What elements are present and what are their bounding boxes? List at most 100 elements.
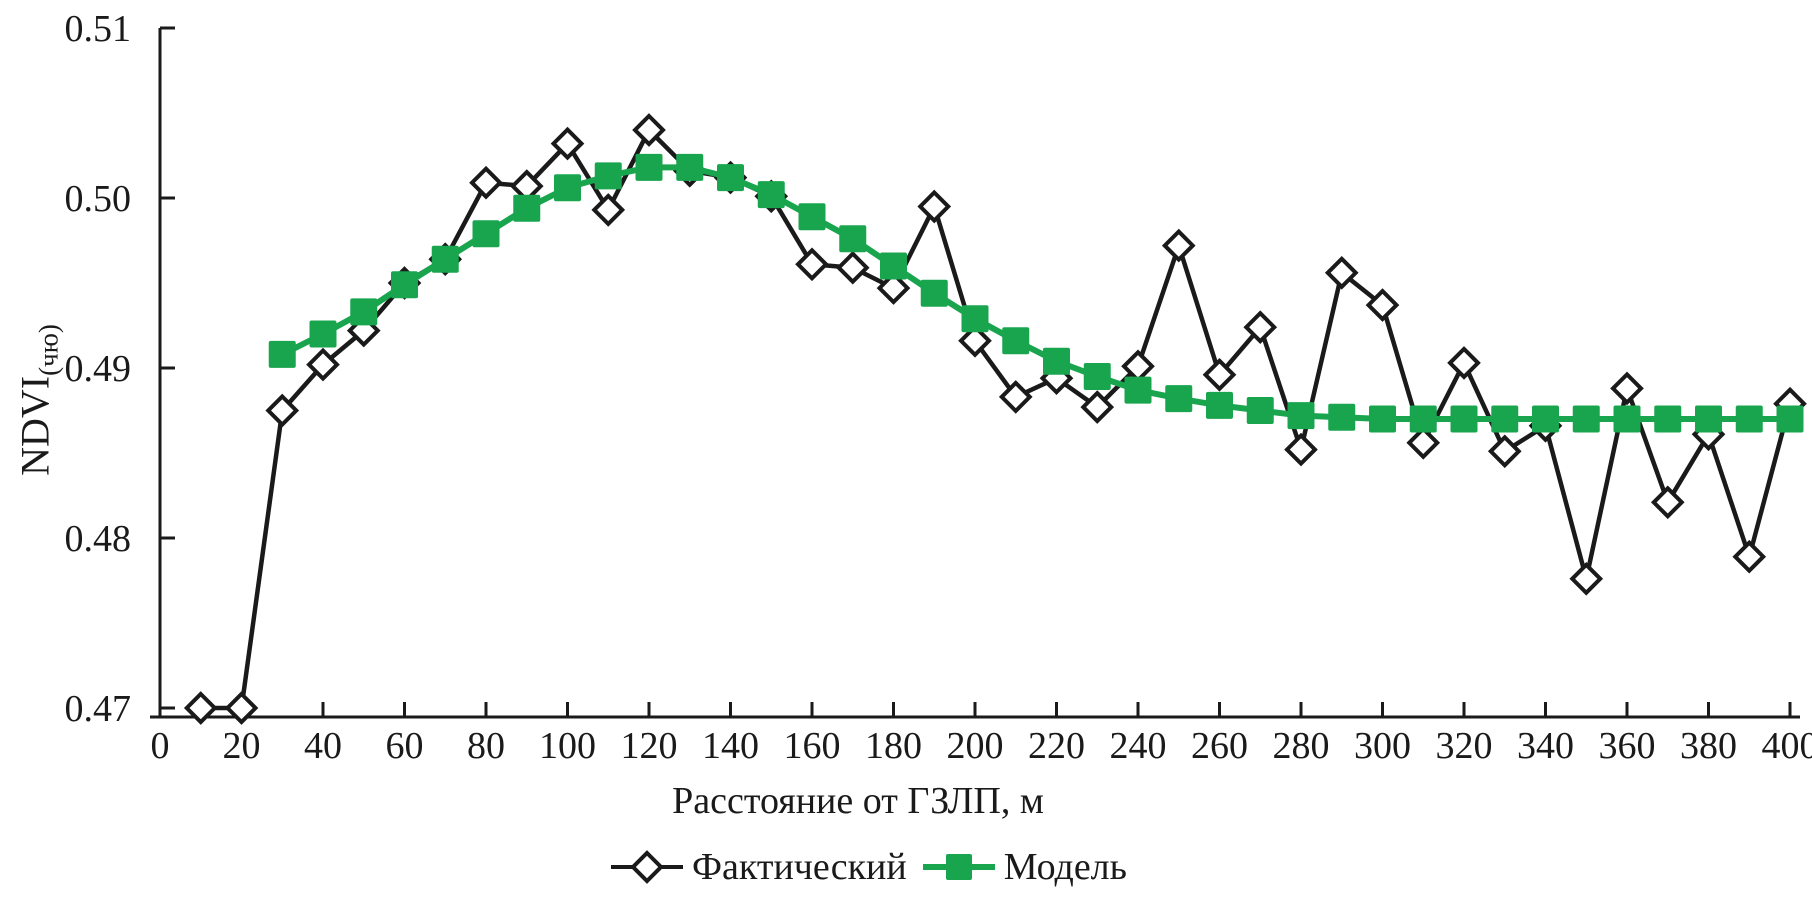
data-point-diamond <box>224 691 259 725</box>
data-point-diamond <box>1161 228 1196 263</box>
data-point-square <box>1246 397 1274 424</box>
data-point-square <box>1695 405 1722 433</box>
x-tick-label: 240 <box>1110 725 1167 767</box>
data-point-square <box>1043 347 1070 375</box>
data-point-square <box>1328 403 1356 431</box>
x-tick-label: 400 <box>1762 725 1812 767</box>
data-point-square <box>1083 363 1111 390</box>
data-point-square <box>1654 405 1682 433</box>
y-axis-title: NDVI(чю) <box>12 324 65 476</box>
data-point-square <box>1287 402 1315 430</box>
x-tick-label: 120 <box>621 725 678 767</box>
data-point-square <box>880 252 907 280</box>
data-point-diamond <box>1365 288 1400 322</box>
x-tick-label: 340 <box>1517 725 1574 767</box>
y-tick-label: 0.51 <box>65 8 132 50</box>
data-point-square <box>839 225 867 253</box>
x-tick-label: 140 <box>702 725 759 767</box>
data-point-diamond <box>591 193 626 227</box>
data-point-diamond <box>1284 432 1318 467</box>
data-point-square <box>635 153 663 181</box>
data-point-diamond <box>958 323 992 358</box>
data-point-square <box>961 305 989 333</box>
x-tick-label: 60 <box>386 725 424 767</box>
data-point-diamond <box>632 113 666 147</box>
data-point-square <box>1206 391 1233 419</box>
y-axis-title-subscript: (чю) <box>33 324 64 376</box>
filled-square-marker-icon <box>922 854 995 880</box>
x-tick-label: 80 <box>467 725 505 767</box>
data-point-square <box>1491 405 1519 433</box>
data-point-square <box>472 220 500 248</box>
data-point-square <box>1450 405 1478 433</box>
data-point-diamond <box>306 347 340 382</box>
data-point-diamond <box>1080 390 1115 424</box>
data-point-square <box>594 162 622 190</box>
data-point-square <box>1002 327 1030 355</box>
data-point-square <box>676 153 704 181</box>
data-point-diamond <box>1732 539 1767 574</box>
data-point-square <box>1735 405 1763 433</box>
y-tick-label: 0.47 <box>65 688 132 730</box>
data-point-square <box>920 279 948 307</box>
data-point-diamond <box>835 250 870 285</box>
data-point-square <box>1124 376 1152 404</box>
x-tick-label: 380 <box>1680 725 1737 767</box>
x-tick-label: 160 <box>784 725 841 767</box>
data-point-square <box>513 194 541 222</box>
legend-item-actual: Фактический <box>609 845 907 889</box>
data-point-square <box>717 164 744 192</box>
data-point-diamond <box>183 691 218 725</box>
x-tick-label: 0 <box>151 725 170 767</box>
legend: Фактический Модель <box>0 841 1736 893</box>
data-point-diamond <box>1202 357 1237 392</box>
data-point-diamond <box>265 393 300 428</box>
data-point-square <box>391 271 418 299</box>
x-tick-label: 360 <box>1599 725 1656 767</box>
y-tick-label: 0.48 <box>65 518 132 560</box>
tick-labels: 0 20 40 60 80 100 120 140 160 180 200 220 240 260 280 3… <box>65 8 1812 767</box>
data-point-diamond <box>876 271 911 305</box>
data-point-diamond <box>1447 346 1481 380</box>
data-point-diamond <box>1650 485 1685 520</box>
series-model <box>268 153 1804 433</box>
data-point-diamond <box>1243 310 1278 345</box>
x-tick-label: 260 <box>1191 725 1248 767</box>
x-tick-label: 40 <box>304 725 342 767</box>
data-point-square <box>309 320 337 348</box>
data-point-square <box>268 340 296 368</box>
data-point-diamond <box>1610 371 1644 406</box>
x-tick-label: 320 <box>1436 725 1493 767</box>
data-point-square <box>757 181 785 209</box>
data-point-diamond <box>1324 255 1359 290</box>
legend-label-actual: Фактический <box>692 846 907 888</box>
x-tick-label: 20 <box>223 725 261 767</box>
legend-item-model: Модель <box>921 845 1127 889</box>
y-axis-title-main: NDVI <box>12 375 58 476</box>
data-point-square <box>350 298 378 326</box>
data-point-square <box>1613 405 1641 433</box>
data-point-diamond <box>998 380 1033 414</box>
data-point-square <box>1532 405 1559 433</box>
legend-label-model: Модель <box>1003 846 1127 888</box>
data-point-diamond <box>1569 561 1604 596</box>
x-axis-title: Расстояние от ГЗЛП, м <box>672 780 1044 822</box>
axes <box>150 26 1800 719</box>
open-diamond-marker-icon <box>611 850 684 884</box>
data-point-square <box>554 174 581 202</box>
data-point-square <box>431 245 459 273</box>
data-point-diamond <box>1406 425 1441 460</box>
x-tick-label: 180 <box>865 725 922 767</box>
x-tick-label: 200 <box>947 725 1004 767</box>
data-point-diamond <box>795 247 829 282</box>
x-tick-label: 280 <box>1273 725 1330 767</box>
data-point-diamond <box>550 126 585 161</box>
x-tick-label: 100 <box>539 725 596 767</box>
x-tick-label: 300 <box>1354 725 1411 767</box>
series-actual <box>183 113 1807 725</box>
y-tick-label: 0.49 <box>65 348 132 390</box>
data-point-square <box>1409 405 1437 433</box>
data-point-diamond <box>469 165 503 200</box>
